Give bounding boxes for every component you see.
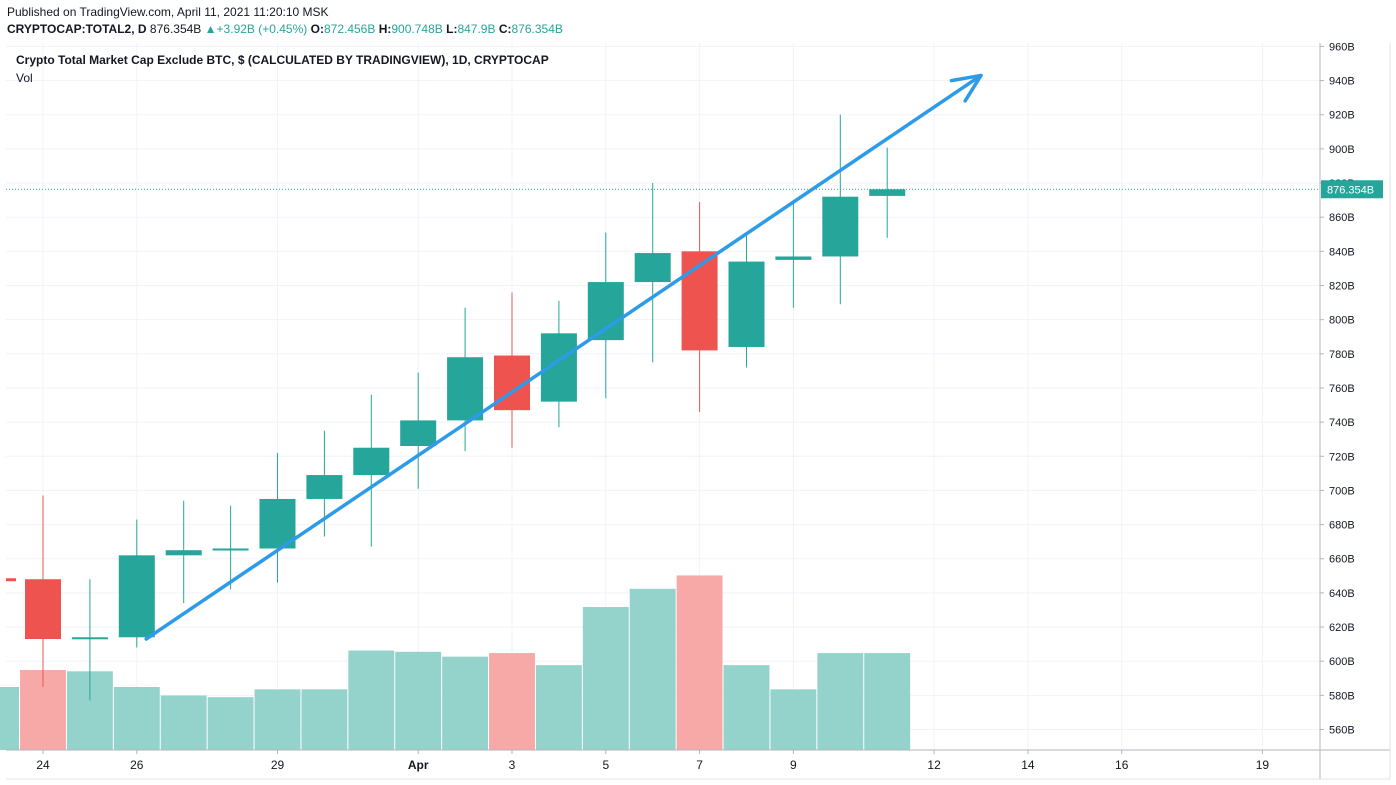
volume-bar [582,607,629,750]
price-tick-label: 560B [1329,725,1355,737]
candle-body [25,579,61,639]
time-tick-label: 26 [130,758,144,772]
candle-body [306,475,343,499]
candle-body [869,189,906,196]
volume-bar [113,687,160,750]
volume-bar [676,575,723,750]
candle-body [6,578,16,582]
price-tick-label: 840B [1329,246,1355,258]
low-value: 847.9B [457,22,496,36]
volume-bar [348,650,395,750]
candle-body [400,420,437,447]
ohlc-bar: CRYPTOCAP:TOTAL2, D 876.354B ▲+3.92B (+0… [7,22,563,36]
price-tick-label: 600B [1329,656,1355,668]
time-tick-label: 29 [271,758,285,772]
symbol-label: CRYPTOCAP:TOTAL2, D [7,22,147,36]
price-tick-label: 920B [1329,110,1355,122]
chart-legend-title: Crypto Total Market Cap Exclude BTC, $ (… [16,53,549,67]
price-tick-label: 680B [1329,520,1355,532]
last-price-label: 876.354B [1327,184,1374,196]
time-tick-label: 19 [1256,758,1270,772]
volume-bar [442,656,489,750]
volume-bar [770,689,817,750]
open-label: O: [310,22,324,36]
volume-bar [817,653,864,750]
volume-bar [160,695,207,750]
candle-body [447,357,484,421]
price-tick-label: 660B [1329,554,1355,566]
volume-bar [489,653,535,750]
candle-body [118,555,155,638]
price-tick-label: 580B [1329,690,1355,702]
price-tick-label: 940B [1329,76,1355,88]
time-tick-label: 14 [1021,758,1035,772]
price-tick-label: 700B [1329,485,1355,497]
close-label: C: [498,22,512,36]
time-tick-label: 5 [602,758,609,772]
volume-bar [301,689,348,750]
candle-body [587,282,624,341]
volume-bar [629,588,676,750]
price-tick-label: 720B [1329,451,1355,463]
volume-bar [207,697,254,750]
published-caption: Published on TradingView.com, April 11, … [7,5,329,19]
close-value: 876.354B [511,22,563,36]
open-value: 872.456B [323,22,376,36]
time-tick-label: 16 [1115,758,1129,772]
time-tick-label: 12 [927,758,941,772]
volume-bar [535,665,582,750]
price-tick-label: 800B [1329,315,1355,327]
price-tick-label: 820B [1329,280,1355,292]
price-tick-label: 860B [1329,212,1355,224]
volume-bar [254,689,301,750]
time-tick-label: 24 [36,758,50,772]
volume-legend: Vol [16,71,33,85]
volume-bar [395,651,442,750]
price-tick-label: 620B [1329,622,1355,634]
last-price-badge [1321,180,1383,199]
time-tick-label: 9 [790,758,797,772]
price-tick-label: 960B [1329,41,1355,53]
last-price: 876.354B [149,22,202,36]
candle-body [353,447,390,476]
time-tick-label: Apr [408,758,429,772]
candle-body [681,251,718,351]
price-change: +3.92B (+0.45%) [216,22,308,36]
price-tick-label: 760B [1329,383,1355,395]
volume-bar [864,653,911,750]
up-arrow-icon: ▲ [204,22,217,36]
low-label: L: [446,22,458,36]
high-value: 900.748B [391,22,443,36]
candle-body [71,637,108,640]
volume-bar [723,665,770,750]
trend-arrow-line [144,73,983,641]
candle-body [165,550,202,556]
candle-body [212,548,249,551]
price-tick-label: 740B [1329,417,1355,429]
candle-body [822,196,859,257]
price-tick-label: 900B [1329,144,1355,156]
price-tick-label: 780B [1329,349,1355,361]
high-label: H: [378,22,392,36]
candle-body [634,253,671,283]
price-tick-label: 640B [1329,588,1355,600]
candle-body [728,261,765,347]
candle-body [775,256,812,260]
trend-arrow-head [949,73,983,103]
time-tick-label: 7 [696,758,703,772]
time-tick-label: 3 [509,758,516,772]
volume-bar [0,687,20,750]
